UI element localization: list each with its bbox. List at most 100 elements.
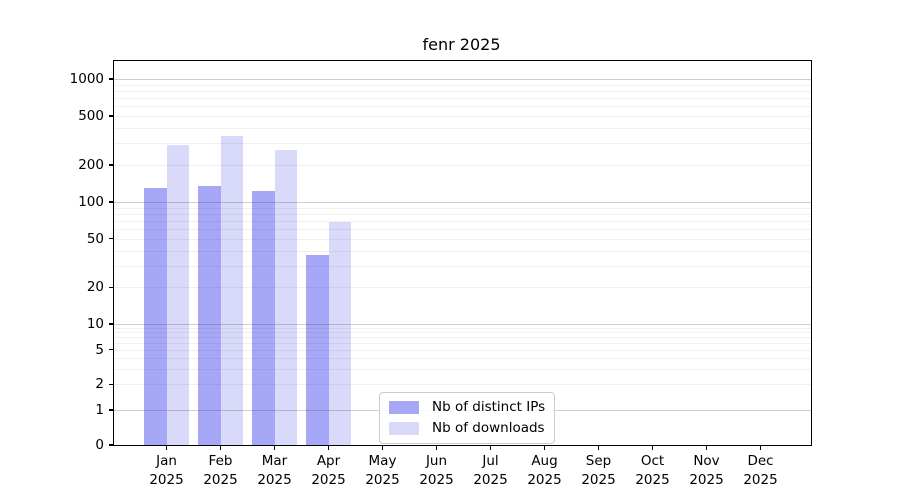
y-axis-tick (109, 238, 113, 240)
y-tick-label: 500 (78, 108, 104, 125)
month-label: Oct (640, 453, 665, 469)
plot-area: Nb of distinct IPs Nb of downloads 0 1 2 5 1… (70, 60, 812, 488)
month-label: Apr (316, 453, 341, 469)
month-label: May (368, 453, 397, 469)
minor-gridline (114, 384, 811, 386)
y-axis-tick (109, 383, 113, 385)
year-label: 2025 (419, 472, 454, 488)
x-axis-tick (489, 446, 492, 451)
minor-gridline (114, 250, 811, 252)
x-axis-tick (705, 446, 708, 451)
legend-label-downloads: Nb of downloads (432, 420, 545, 436)
year-label: 2025 (581, 472, 616, 488)
bar-downloads (220, 136, 243, 445)
x-tick-label: Mar 2025 (247, 452, 303, 490)
x-axis-tick (597, 446, 600, 451)
bar-downloads (166, 145, 189, 445)
year-label: 2025 (473, 472, 508, 488)
x-tick-label: Oct 2025 (625, 452, 681, 490)
month-label: Mar (261, 453, 288, 469)
minor-gridline (114, 84, 811, 86)
x-axis-tick (219, 446, 222, 451)
month-label: Dec (747, 453, 774, 469)
legend-label-distinct-ips: Nb of distinct IPs (432, 399, 546, 415)
bar-distinct-ips (306, 254, 329, 445)
legend-item-downloads: Nb of downloads (389, 421, 545, 436)
minor-gridline (114, 106, 811, 108)
y-tick-label: 50 (86, 230, 104, 247)
year-label: 2025 (743, 472, 778, 488)
minor-gridline (114, 349, 811, 351)
year-label: 2025 (257, 472, 292, 488)
y-axis-tick (109, 409, 113, 411)
x-axis-tick (381, 446, 384, 451)
legend: Nb of distinct IPs Nb of downloads (379, 392, 556, 444)
x-tick-label: May 2025 (355, 452, 411, 490)
year-label: 2025 (689, 472, 724, 488)
y-axis-tick (109, 286, 113, 288)
month-label: Jun (425, 453, 448, 469)
x-axis-tick (273, 446, 276, 451)
minor-gridline (114, 287, 811, 289)
bar-distinct-ips (144, 187, 167, 445)
minor-gridline (114, 98, 811, 100)
y-tick-label: 100 (78, 194, 104, 210)
minor-gridline (114, 207, 811, 209)
year-label: 2025 (149, 472, 184, 488)
y-axis-tick (109, 323, 113, 325)
minor-gridline (114, 358, 811, 360)
y-axis-tick (109, 444, 113, 446)
x-axis-tick (327, 446, 330, 451)
x-axis-tick (651, 446, 654, 451)
x-tick-label: Dec 2025 (733, 452, 789, 490)
year-label: 2025 (365, 472, 400, 488)
minor-gridline (114, 213, 811, 215)
year-label: 2025 (203, 472, 238, 488)
y-tick-label: 5 (95, 341, 104, 358)
minor-gridline (114, 332, 811, 334)
x-axis-tick (435, 446, 438, 451)
month-label: Feb (208, 453, 233, 469)
minor-gridline (114, 337, 811, 339)
minor-gridline (114, 116, 811, 118)
month-label: Jan (156, 453, 177, 469)
y-tick-label: 0 (95, 437, 104, 453)
minor-gridline (114, 90, 811, 92)
major-gridline (114, 202, 811, 203)
minor-gridline (114, 327, 811, 329)
legend-swatch-downloads (389, 422, 419, 435)
x-tick-label: Apr 2025 (301, 452, 357, 490)
bar-distinct-ips (198, 186, 221, 445)
chart-title: fenr 2025 (422, 35, 501, 54)
minor-gridline (114, 265, 811, 267)
year-label: 2025 (635, 472, 670, 488)
month-label: Jul (482, 453, 499, 469)
major-gridline (114, 324, 811, 325)
minor-gridline (114, 343, 811, 345)
x-tick-label: Jul 2025 (463, 452, 519, 490)
y-axis-tick (109, 164, 113, 166)
minor-gridline (114, 238, 811, 240)
year-label: 2025 (311, 472, 346, 488)
minor-gridline (114, 220, 811, 222)
x-tick-label: Jan 2025 (139, 452, 195, 490)
x-axis-tick (543, 446, 546, 451)
x-tick-label: Aug 2025 (517, 452, 573, 490)
x-tick-label: Jun 2025 (409, 452, 465, 490)
y-tick-label: 2 (95, 376, 104, 393)
x-tick-label: Nov 2025 (679, 452, 735, 490)
bar-downloads (328, 221, 351, 445)
y-tick-label: 1 (95, 402, 104, 418)
y-tick-label: 200 (78, 156, 104, 173)
y-axis-tick (109, 349, 113, 351)
month-label: Sep (585, 453, 612, 469)
minor-gridline (114, 229, 811, 231)
month-label: Nov (693, 453, 720, 469)
x-tick-label: Feb 2025 (193, 452, 249, 490)
major-gridline (114, 79, 811, 80)
x-axis-tick (165, 446, 168, 451)
legend-swatch-distinct-ips (389, 401, 419, 414)
bar-downloads (274, 149, 297, 445)
minor-gridline (114, 368, 811, 370)
